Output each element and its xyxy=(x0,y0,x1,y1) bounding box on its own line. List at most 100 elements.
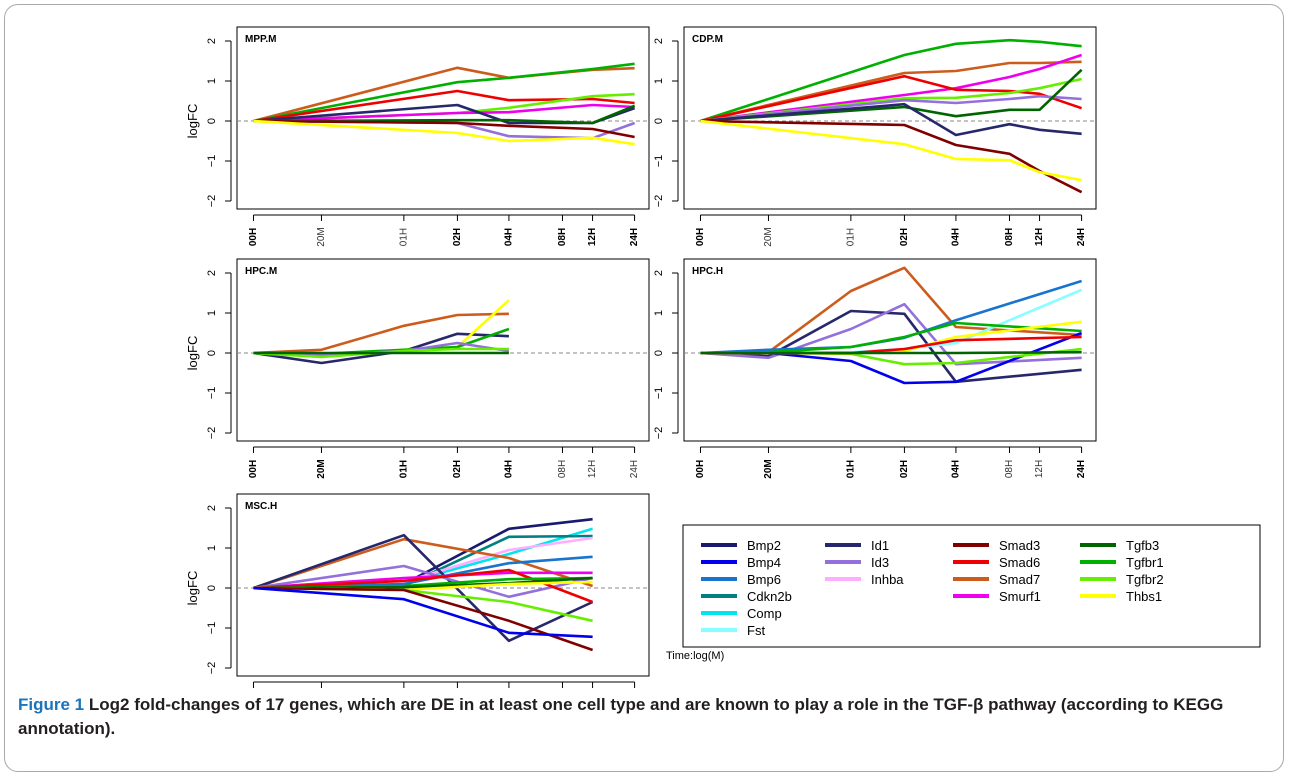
y-tick-label-hpc-m: 2 xyxy=(206,270,218,276)
series-line-mpp-m-smurf1 xyxy=(253,103,635,123)
figure-chart-area: MPP.M −2 −1 0 1 2 logFC 00H 20M 01H 02H 04H 08H 12H 24… xyxy=(185,26,1261,688)
x-tick-label-cdp-m: 04H xyxy=(951,228,962,246)
x-tick-label-cdp-m: 20M xyxy=(763,227,774,246)
series-line-hpc-m-tgfbr2 xyxy=(253,347,509,359)
y-tick-label-hpc-h: −2 xyxy=(653,427,665,440)
y-tick-label-msc-h: 1 xyxy=(206,545,218,551)
legend-label-bmp6: Bmp6 xyxy=(747,572,781,587)
y-tick-label-cdp-m: 2 xyxy=(653,38,665,44)
legend-label-smad6: Smad6 xyxy=(999,555,1040,570)
x-tick-label-cdp-m: 02H xyxy=(899,228,910,246)
series-line-hpc-h-id3 xyxy=(700,302,1082,366)
panel-box-hpc-h xyxy=(683,258,1097,442)
legend-label-smurf1: Smurf1 xyxy=(999,589,1041,604)
legend-label-comp: Comp xyxy=(747,606,782,621)
series-line-msc-h-tgfb3 xyxy=(253,576,593,590)
series-line-cdp-m-smad3 xyxy=(700,119,1083,194)
y-tick-label-msc-h: 2 xyxy=(206,505,218,511)
y-tick-label-cdp-m: 1 xyxy=(653,78,665,84)
legend-label-bmp2: Bmp2 xyxy=(747,538,781,553)
y-tick-label-hpc-h: 0 xyxy=(653,350,665,356)
legend-label-smad7: Smad7 xyxy=(999,572,1040,587)
panel-title-cdp-m: CDP.M xyxy=(692,34,723,45)
x-tick-label-hpc-m: 02H xyxy=(452,460,463,478)
legend-label-fst: Fst xyxy=(747,623,765,638)
x-tick-label-mpp-m: 12H xyxy=(587,228,598,246)
y-tick-label-mpp-m: 1 xyxy=(206,78,218,84)
x-tick-label-hpc-m: 00H xyxy=(248,460,259,478)
x-tick-label-hpc-h: 00H xyxy=(695,460,706,478)
x-tick-label-hpc-m: 04H xyxy=(504,460,515,478)
series-line-mpp-m-tgfbr1 xyxy=(253,62,635,123)
caption-text: Log2 fold-changes of 17 genes, which are… xyxy=(18,695,1224,738)
legend-label-cdkn2b: Cdkn2b xyxy=(747,589,792,604)
series-line-cdp-m-id3 xyxy=(700,94,1082,123)
legend-label-thbs1: Thbs1 xyxy=(1126,589,1162,604)
legend-label-smad3: Smad3 xyxy=(999,538,1040,553)
x-tick-label-hpc-h: 12H xyxy=(1034,460,1045,478)
x-tick-label-hpc-m: 24H xyxy=(629,460,640,478)
y-axis-label-mpp-m: logFC xyxy=(185,104,200,139)
y-tick-label-hpc-h: −1 xyxy=(653,387,665,400)
y-tick-label-hpc-m: 0 xyxy=(206,350,218,356)
y-tick-label-cdp-m: −1 xyxy=(653,155,665,168)
x-tick-label-hpc-h: 20M xyxy=(763,459,774,478)
series-line-msc-h-smad6 xyxy=(253,568,594,604)
legend-label-tgfbr1: Tgfbr1 xyxy=(1126,555,1164,570)
series-line-cdp-m-tgfb3 xyxy=(700,68,1083,123)
y-tick-label-mpp-m: 2 xyxy=(206,38,218,44)
series-line-mpp-m-thbs1 xyxy=(253,119,635,146)
series-line-hpc-h-bmp6 xyxy=(700,279,1082,355)
x-tick-label-cdp-m: 12H xyxy=(1034,228,1045,246)
panel-box-hpc-m xyxy=(236,258,650,442)
panel-box-msc-h xyxy=(236,493,650,677)
y-tick-label-cdp-m: 0 xyxy=(653,118,665,124)
legend-label-id1: Id1 xyxy=(871,538,889,553)
figure-caption: Figure 1 Log2 fold-changes of 17 genes, … xyxy=(18,693,1268,741)
x-tick-label-hpc-m: 20M xyxy=(316,459,327,478)
time-axis-label: Time:log(M) xyxy=(666,650,724,662)
y-tick-label-hpc-m: −2 xyxy=(206,427,218,440)
x-tick-label-mpp-m: 01H xyxy=(399,228,410,246)
x-tick-label-hpc-h: 02H xyxy=(899,460,910,478)
x-tick-label-hpc-m: 08H xyxy=(557,460,568,478)
figure-frame xyxy=(4,4,1284,772)
x-tick-label-mpp-m: 04H xyxy=(504,228,515,246)
series-line-hpc-h-tgfb3 xyxy=(700,350,1082,355)
panel-title-hpc-m: HPC.M xyxy=(245,266,277,277)
y-tick-label-hpc-m: 1 xyxy=(206,310,218,316)
series-line-mpp-m-smad3 xyxy=(253,119,635,139)
x-tick-label-hpc-h: 04H xyxy=(951,460,962,478)
x-tick-label-hpc-h: 24H xyxy=(1076,460,1087,478)
series-line-hpc-m-smad7 xyxy=(253,312,509,355)
x-tick-label-mpp-m: 08H xyxy=(557,228,568,246)
x-tick-label-cdp-m: 08H xyxy=(1004,228,1015,246)
y-axis-label-hpc-m: logFC xyxy=(185,336,200,371)
x-tick-label-cdp-m: 01H xyxy=(846,228,857,246)
caption-label: Figure 1 xyxy=(18,695,85,714)
legend-label-tgfbr2: Tgfbr2 xyxy=(1126,572,1164,587)
panel-box-cdp-m xyxy=(683,26,1097,210)
series-line-cdp-m-smurf1 xyxy=(700,53,1083,123)
y-tick-label-cdp-m: −2 xyxy=(653,195,665,208)
series-line-cdp-m-tgfbr2 xyxy=(700,77,1082,123)
x-tick-label-mpp-m: 02H xyxy=(452,228,463,246)
legend-label-inhba: Inhba xyxy=(871,572,904,587)
x-tick-label-hpc-h: 08H xyxy=(1004,460,1015,478)
series-line-cdp-m-thbs1 xyxy=(700,119,1082,182)
y-tick-label-msc-h: −2 xyxy=(206,662,218,675)
x-tick-label-mpp-m: 00H xyxy=(248,228,259,246)
y-tick-label-mpp-m: 0 xyxy=(206,118,218,124)
legend-label-id3: Id3 xyxy=(871,555,889,570)
y-tick-label-hpc-h: 1 xyxy=(653,310,665,316)
x-tick-label-hpc-h: 01H xyxy=(846,460,857,478)
panel-title-hpc-h: HPC.H xyxy=(692,266,723,277)
y-axis-label-msc-h: logFC xyxy=(185,571,200,606)
x-tick-label-cdp-m: 24H xyxy=(1076,228,1087,246)
panel-box-mpp-m xyxy=(236,26,650,210)
x-tick-label-cdp-m: 00H xyxy=(695,228,706,246)
panel-title-mpp-m: MPP.M xyxy=(245,34,277,45)
x-tick-label-mpp-m: 24H xyxy=(629,228,640,246)
legend-label-bmp4: Bmp4 xyxy=(747,555,781,570)
series-line-cdp-m-id1 xyxy=(700,102,1082,137)
